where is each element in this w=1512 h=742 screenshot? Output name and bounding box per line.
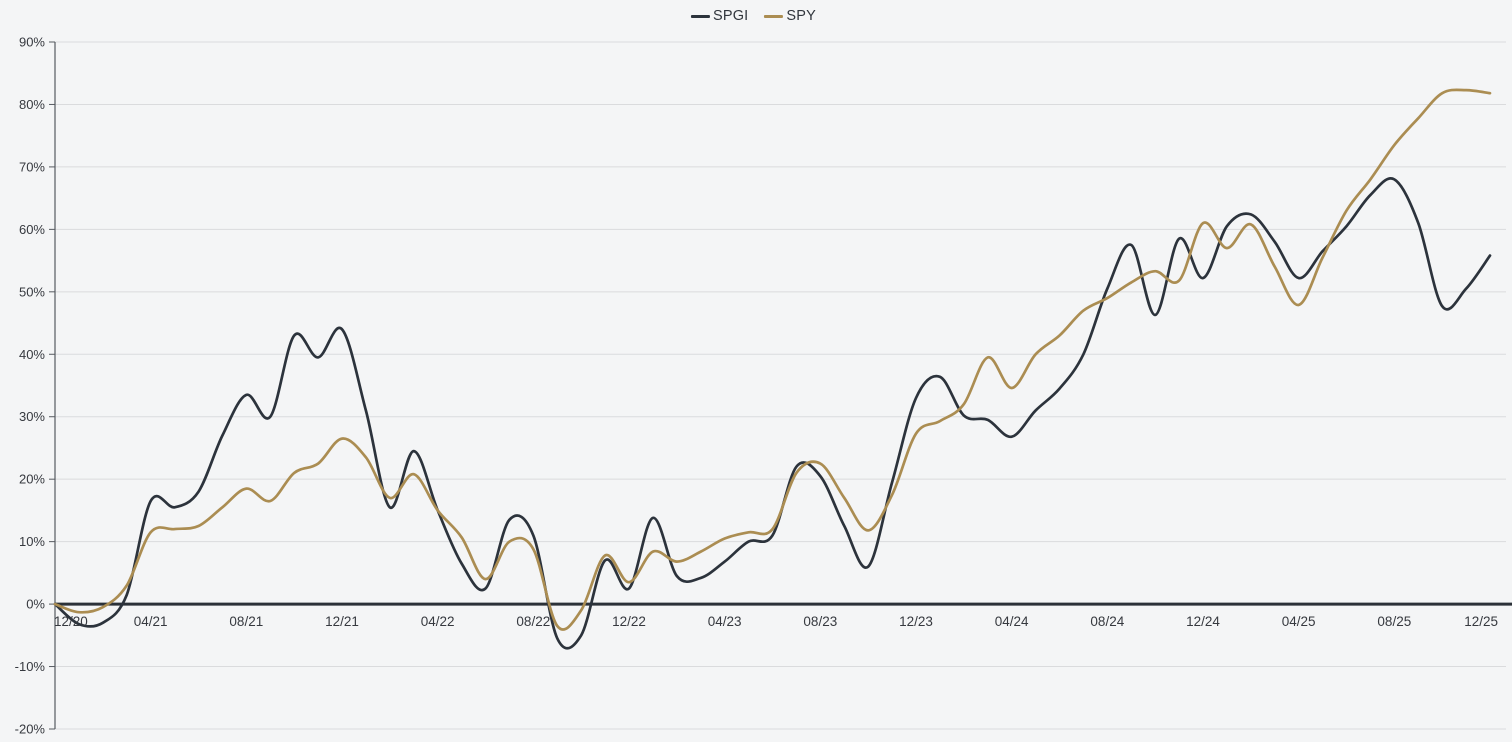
x-tick-label-08-24: 08/24 <box>1090 614 1124 629</box>
x-tick-label-08-23: 08/23 <box>803 614 837 629</box>
series-lines <box>53 88 1492 650</box>
gridlines <box>55 41 1512 730</box>
x-tick-label-04-22: 04/22 <box>421 614 455 629</box>
spy-line-swatch <box>764 14 784 18</box>
y-tick-label-40: 40% <box>19 347 45 362</box>
legend-label-spy: SPY <box>786 8 817 24</box>
y-tick-label-50: 50% <box>19 284 45 299</box>
y-tick-label--20: -20% <box>15 722 46 737</box>
x-tick-label-04-24: 04/24 <box>995 614 1029 629</box>
x-tick-label-08-25: 08/25 <box>1377 614 1411 629</box>
x-tick-label-12-21: 12/21 <box>325 614 359 629</box>
x-tick-label-04-23: 04/23 <box>708 614 742 629</box>
x-tick-label-12-24: 12/24 <box>1186 614 1220 629</box>
y-tick-label-60: 60% <box>19 222 45 237</box>
x-tick-label-08-22: 08/22 <box>516 614 550 629</box>
spgi-line-swatch <box>690 14 710 18</box>
y-tick-label-10: 10% <box>19 534 45 549</box>
x-tick-label-12-25: 12/25 <box>1464 614 1498 629</box>
x-tick-label-12-20: 12/20 <box>54 614 88 629</box>
spgi-series-line <box>53 177 1492 650</box>
x-tick-label-12-22: 12/22 <box>612 614 646 629</box>
legend-label-spgi: SPGI <box>712 8 749 24</box>
y-tick-label-90: 90% <box>19 35 45 50</box>
y-tick-label-0: 0% <box>26 597 45 612</box>
y-tick-label-80: 80% <box>19 97 45 112</box>
axis-labels: 90% 80% 70% 60% 50% 40% 30% 20% 10% 0% -10% -20% 12/… <box>15 35 1498 737</box>
spy-series-line <box>53 88 1492 631</box>
chart-legend: SPGI SPY <box>690 8 816 24</box>
y-tick-label-20: 20% <box>19 472 45 487</box>
x-tick-label-08-21: 08/21 <box>229 614 263 629</box>
legend-item-spy[interactable]: SPY <box>764 8 816 24</box>
x-tick-label-04-25: 04/25 <box>1282 614 1316 629</box>
y-tick-label--10: -10% <box>15 659 46 674</box>
legend-item-spgi[interactable]: SPGI <box>690 8 749 24</box>
x-tick-label-04-21: 04/21 <box>134 614 168 629</box>
x-tick-label-12-23: 12/23 <box>899 614 933 629</box>
y-tick-label-30: 30% <box>19 409 45 424</box>
y-tick-label-70: 70% <box>19 159 45 174</box>
